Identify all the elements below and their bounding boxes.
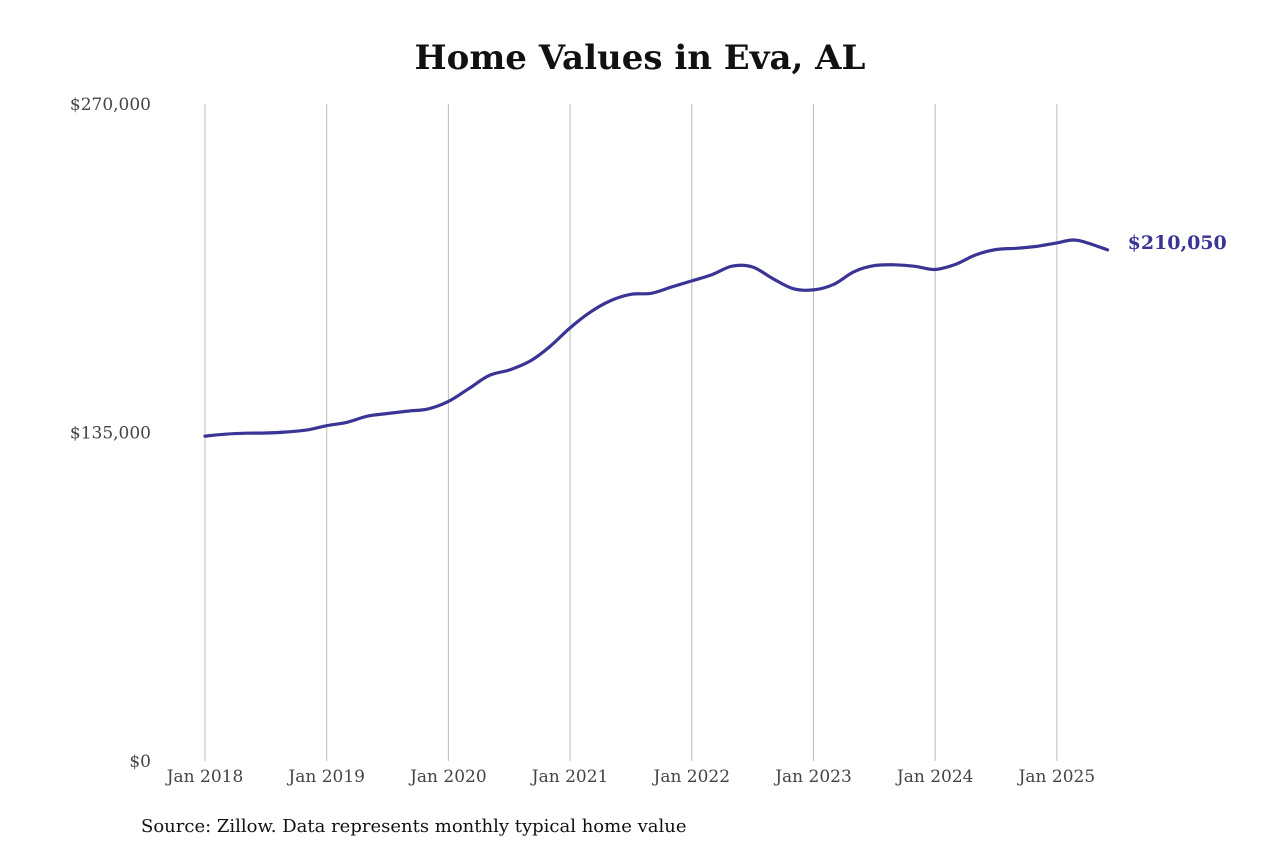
y-tick-label: $0 bbox=[129, 752, 151, 772]
gridlines bbox=[204, 104, 1058, 761]
x-tick-label: Jan 2018 bbox=[165, 767, 244, 787]
x-tick-label: Jan 2024 bbox=[895, 767, 974, 787]
x-axis-ticks: Jan 2018 Jan 2019 Jan 2020 Jan 2021 Jan 2022… bbox=[165, 767, 1095, 787]
y-tick-label: $270,000 bbox=[70, 95, 151, 115]
y-axis-ticks: $0 $135,000 $270,000 bbox=[70, 95, 151, 772]
source-note: Source: Zillow. Data represents monthly … bbox=[141, 816, 687, 837]
series-layer: $210,050 bbox=[203, 232, 1227, 438]
x-tick-label: Jan 2020 bbox=[408, 767, 487, 787]
x-tick-label: Jan 2022 bbox=[652, 767, 731, 787]
x-tick-label: Jan 2025 bbox=[1017, 767, 1096, 787]
chart-title: Home Values in Eva, AL bbox=[414, 38, 866, 78]
end-value-label: $210,050 bbox=[1128, 232, 1227, 254]
x-tick-label: Jan 2019 bbox=[286, 767, 365, 787]
y-tick-label: $135,000 bbox=[70, 424, 151, 444]
x-tick-label: Jan 2021 bbox=[530, 767, 609, 787]
series-line-0 bbox=[203, 238, 1110, 438]
x-tick-label: Jan 2023 bbox=[773, 767, 852, 787]
